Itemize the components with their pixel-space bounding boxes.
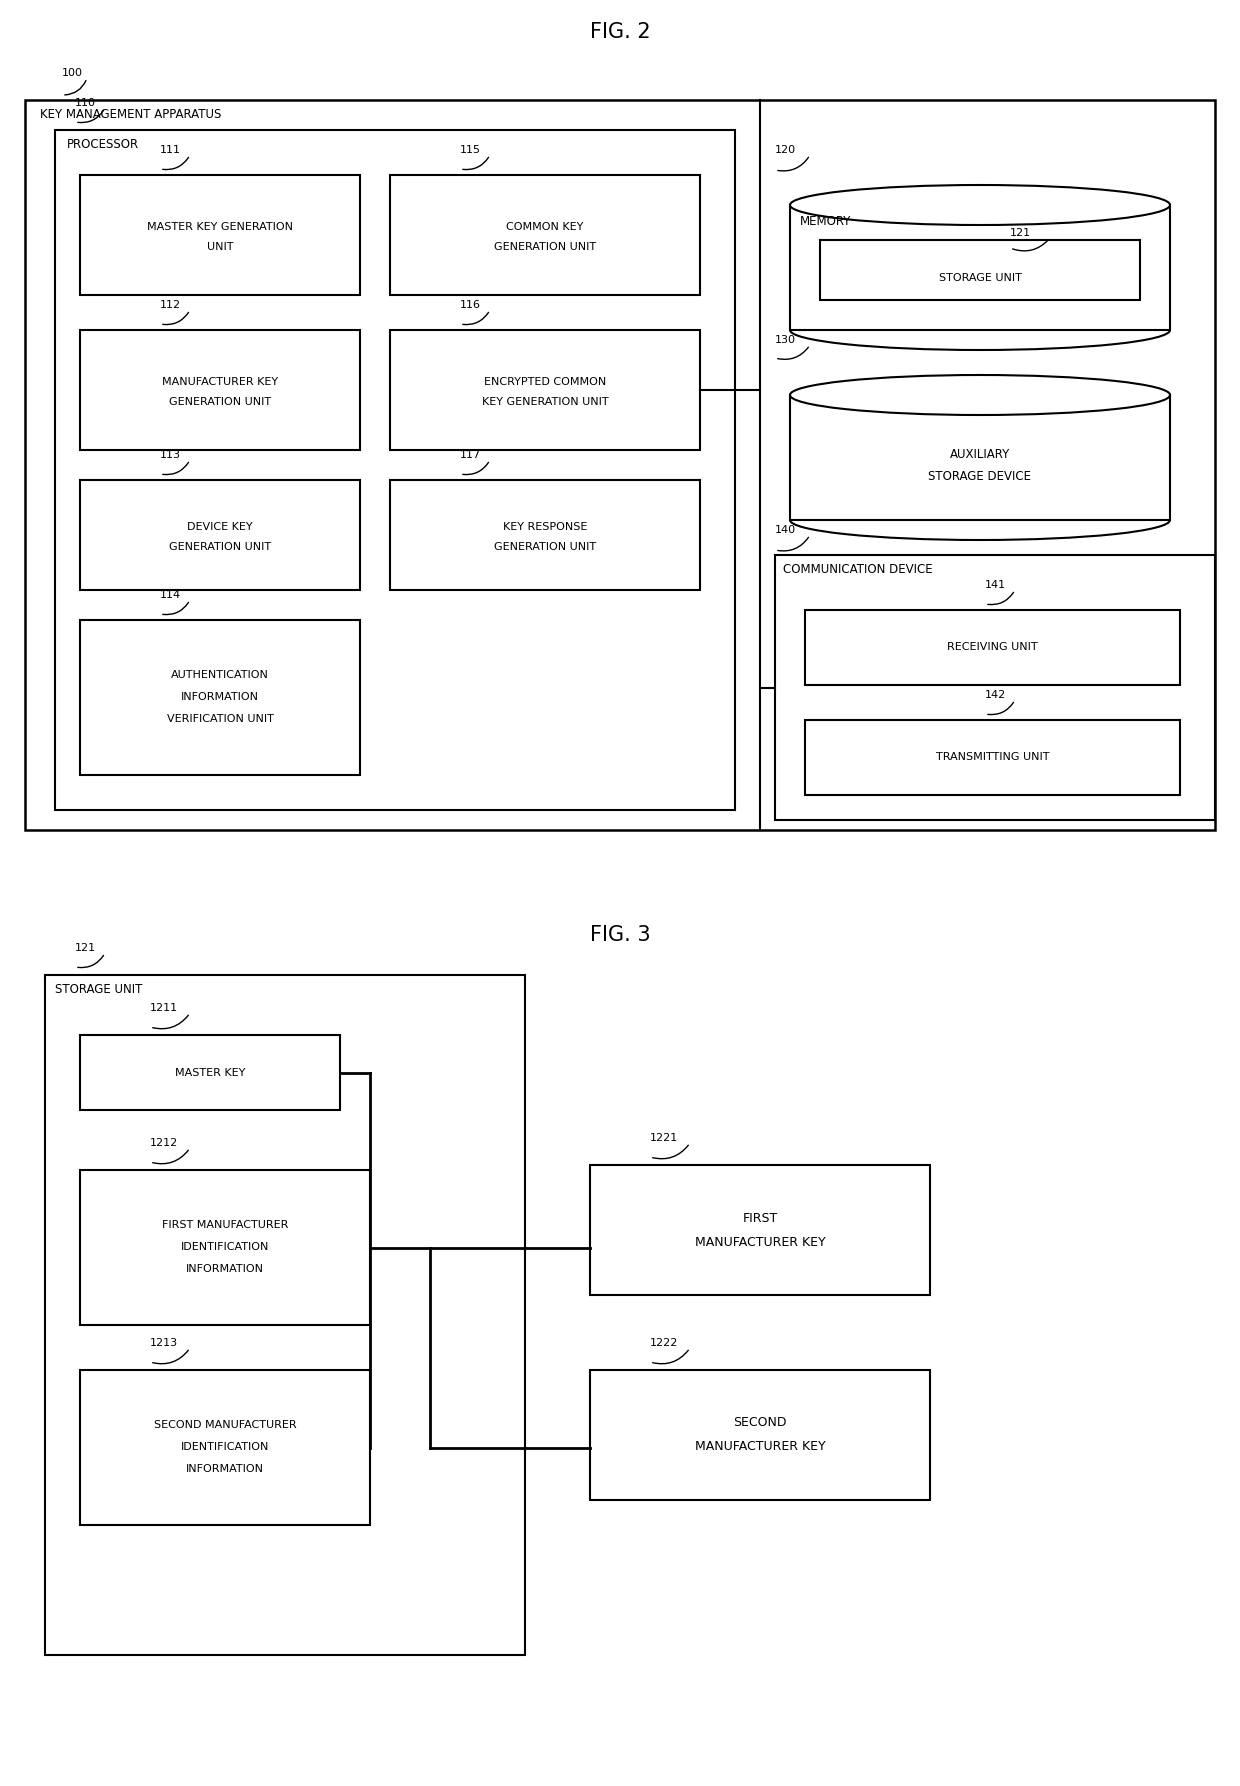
Text: IDENTIFICATION: IDENTIFICATION (181, 1243, 269, 1252)
FancyBboxPatch shape (81, 1370, 370, 1525)
Text: STORAGE DEVICE: STORAGE DEVICE (929, 470, 1032, 484)
Text: MANUFACTURER KEY: MANUFACTURER KEY (694, 1236, 826, 1248)
Text: KEY GENERATION UNIT: KEY GENERATION UNIT (481, 396, 609, 407)
Text: 121: 121 (1011, 229, 1032, 238)
Text: 117: 117 (460, 450, 481, 461)
Text: SECOND: SECOND (733, 1416, 786, 1429)
Text: 115: 115 (460, 145, 481, 155)
Text: STORAGE UNIT: STORAGE UNIT (939, 273, 1022, 282)
FancyBboxPatch shape (391, 480, 701, 589)
Text: 116: 116 (460, 300, 481, 311)
Text: 111: 111 (160, 145, 181, 155)
Text: 121: 121 (74, 943, 97, 954)
Text: GENERATION UNIT: GENERATION UNIT (169, 396, 272, 407)
Text: DEVICE KEY: DEVICE KEY (187, 522, 253, 532)
Text: AUXILIARY: AUXILIARY (950, 448, 1011, 461)
Text: 1212: 1212 (150, 1138, 179, 1148)
FancyBboxPatch shape (805, 611, 1180, 686)
Text: KEY MANAGEMENT APPARATUS: KEY MANAGEMENT APPARATUS (40, 107, 222, 121)
Ellipse shape (790, 375, 1171, 414)
Text: ENCRYPTED COMMON: ENCRYPTED COMMON (484, 377, 606, 388)
FancyBboxPatch shape (55, 130, 735, 811)
FancyBboxPatch shape (25, 100, 1215, 830)
Text: GENERATION UNIT: GENERATION UNIT (494, 541, 596, 552)
Ellipse shape (790, 186, 1171, 225)
Text: 140: 140 (775, 525, 796, 536)
Text: SECOND MANUFACTURER: SECOND MANUFACTURER (154, 1420, 296, 1431)
Text: TRANSMITTING UNIT: TRANSMITTING UNIT (936, 752, 1049, 763)
Text: INFORMATION: INFORMATION (181, 693, 259, 702)
Text: 112: 112 (160, 300, 181, 311)
Text: MASTER KEY: MASTER KEY (175, 1068, 246, 1077)
Text: AUTHENTICATION: AUTHENTICATION (171, 670, 269, 680)
Text: FIRST MANUFACTURER: FIRST MANUFACTURER (161, 1220, 288, 1231)
Text: KEY RESPONSE: KEY RESPONSE (502, 522, 588, 532)
Bar (790, 205, 1171, 330)
FancyBboxPatch shape (81, 620, 360, 775)
Text: GENERATION UNIT: GENERATION UNIT (169, 541, 272, 552)
Text: 1211: 1211 (150, 1004, 179, 1013)
Text: MANUFACTURER KEY: MANUFACTURER KEY (694, 1441, 826, 1454)
Text: PROCESSOR: PROCESSOR (67, 138, 139, 152)
Text: 130: 130 (775, 336, 796, 345)
Text: 114: 114 (160, 589, 181, 600)
FancyBboxPatch shape (81, 480, 360, 589)
Text: MEMORY: MEMORY (800, 214, 852, 229)
Text: UNIT: UNIT (207, 241, 233, 252)
FancyBboxPatch shape (81, 175, 360, 295)
Text: VERIFICATION UNIT: VERIFICATION UNIT (166, 714, 274, 725)
Text: 100: 100 (62, 68, 83, 79)
FancyBboxPatch shape (805, 720, 1180, 795)
Text: COMMUNICATION DEVICE: COMMUNICATION DEVICE (782, 563, 932, 577)
Text: 110: 110 (74, 98, 95, 107)
Text: FIG. 3: FIG. 3 (590, 925, 650, 945)
FancyBboxPatch shape (45, 975, 525, 1656)
FancyBboxPatch shape (81, 330, 360, 450)
Text: STORAGE UNIT: STORAGE UNIT (55, 982, 143, 997)
Text: INFORMATION: INFORMATION (186, 1264, 264, 1275)
FancyBboxPatch shape (775, 555, 1215, 820)
Text: MANUFACTURER KEY: MANUFACTURER KEY (162, 377, 278, 388)
Text: IDENTIFICATION: IDENTIFICATION (181, 1443, 269, 1452)
FancyBboxPatch shape (391, 330, 701, 450)
Text: MASTER KEY GENERATION: MASTER KEY GENERATION (148, 221, 293, 232)
FancyBboxPatch shape (820, 239, 1140, 300)
Text: INFORMATION: INFORMATION (186, 1465, 264, 1475)
Text: GENERATION UNIT: GENERATION UNIT (494, 241, 596, 252)
FancyBboxPatch shape (590, 1164, 930, 1295)
FancyBboxPatch shape (81, 1036, 340, 1111)
Text: 1222: 1222 (650, 1338, 678, 1348)
Text: 120: 120 (775, 145, 796, 155)
FancyBboxPatch shape (391, 175, 701, 295)
FancyBboxPatch shape (81, 1170, 370, 1325)
Text: 1213: 1213 (150, 1338, 179, 1348)
Bar (790, 395, 1171, 520)
Text: 1221: 1221 (650, 1132, 678, 1143)
Text: FIRST: FIRST (743, 1211, 777, 1225)
Text: COMMON KEY: COMMON KEY (506, 221, 584, 232)
Text: FIG. 2: FIG. 2 (590, 21, 650, 43)
FancyBboxPatch shape (590, 1370, 930, 1500)
Text: RECEIVING UNIT: RECEIVING UNIT (947, 643, 1038, 652)
Text: 113: 113 (160, 450, 181, 461)
Text: 142: 142 (985, 689, 1006, 700)
Text: 141: 141 (985, 580, 1006, 589)
